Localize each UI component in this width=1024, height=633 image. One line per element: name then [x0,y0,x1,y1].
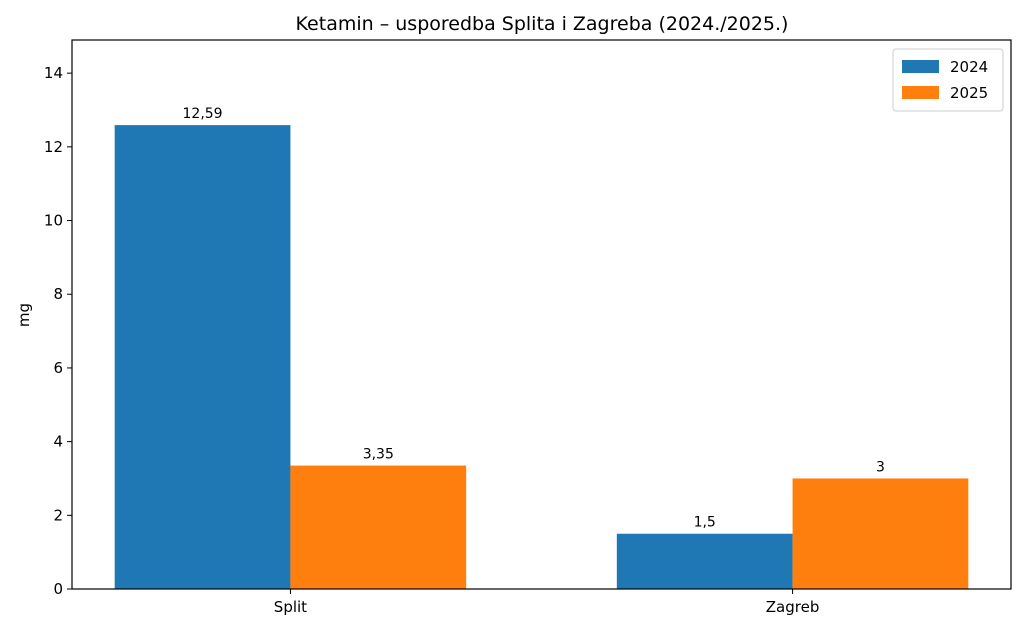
y-tick-label: 2 [53,506,63,524]
y-tick-label: 12 [44,138,63,156]
plot-frame [71,39,1012,590]
x-tick-label-split: Split [274,598,307,616]
data-label-zagreb-2025: 3 [876,459,885,475]
y-tick-label: 0 [53,580,63,598]
legend: 2024 2025 [892,48,1004,112]
y-axis-label: mg [15,303,33,327]
y-tick-label: 14 [44,64,63,82]
legend-swatch-2024 [902,60,939,73]
y-tick-label: 10 [44,212,63,230]
legend-label-2025: 2025 [950,84,988,102]
x-axis: Split Zagreb [274,589,820,616]
bar-split-2025 [290,465,467,589]
bar-split-2024 [114,125,291,590]
chart-title: Ketamin – usporedba Splita i Zagreba (20… [296,13,789,35]
x-tick-label-zagreb: Zagreb [766,598,820,616]
data-label-split-2024: 12,59 [183,106,223,122]
data-label-split-2025: 3,35 [363,447,394,463]
bar-zagreb-2025 [792,478,969,589]
bars-layer [114,125,969,590]
y-axis: 0 2 4 6 8 10 12 14 [44,64,72,598]
bar-zagreb-2024 [616,533,793,589]
data-label-zagreb-2024: 1,5 [694,515,716,531]
legend-swatch-2025 [902,86,939,99]
y-tick-label: 4 [53,433,63,451]
y-tick-label: 8 [53,285,63,303]
legend-label-2024: 2024 [950,58,988,76]
y-tick-label: 6 [53,359,63,377]
data-labels-layer: 12,59 1,5 3,35 3 [183,106,885,531]
